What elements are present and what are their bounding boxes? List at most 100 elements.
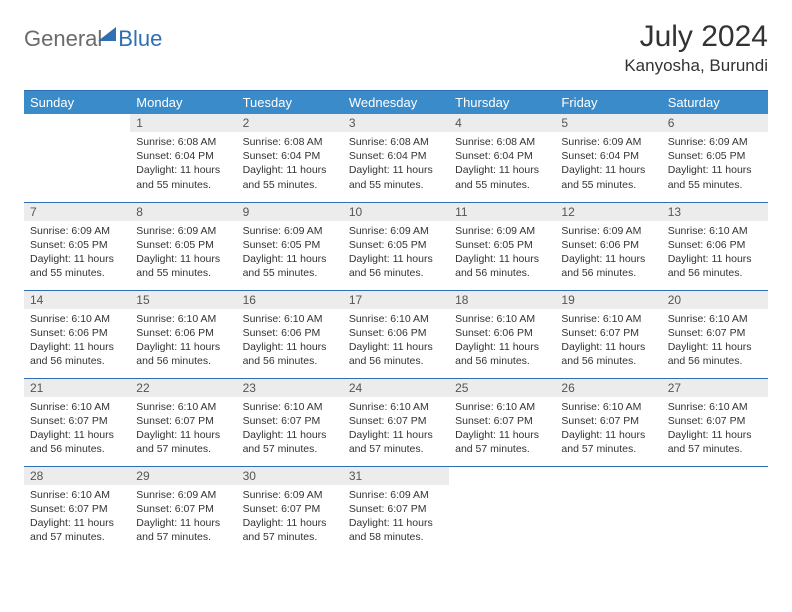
day-details: Sunrise: 6:10 AMSunset: 6:07 PMDaylight:…: [555, 397, 661, 463]
day-details: Sunrise: 6:09 AMSunset: 6:05 PMDaylight:…: [24, 221, 130, 287]
sunrise-text: Sunrise: 6:09 AM: [349, 488, 443, 502]
sunrise-text: Sunrise: 6:10 AM: [561, 312, 655, 326]
day-details: Sunrise: 6:10 AMSunset: 6:07 PMDaylight:…: [237, 397, 343, 463]
day-details: Sunrise: 6:09 AMSunset: 6:07 PMDaylight:…: [130, 485, 236, 551]
calendar-day-cell: 20Sunrise: 6:10 AMSunset: 6:07 PMDayligh…: [662, 290, 768, 378]
calendar-day-cell: 5Sunrise: 6:09 AMSunset: 6:04 PMDaylight…: [555, 114, 661, 202]
day-details: Sunrise: 6:09 AMSunset: 6:06 PMDaylight:…: [555, 221, 661, 287]
calendar-day-cell: 17Sunrise: 6:10 AMSunset: 6:06 PMDayligh…: [343, 290, 449, 378]
day-details: Sunrise: 6:10 AMSunset: 6:06 PMDaylight:…: [449, 309, 555, 375]
day-details: Sunrise: 6:10 AMSunset: 6:07 PMDaylight:…: [555, 309, 661, 375]
calendar-day-cell: 27Sunrise: 6:10 AMSunset: 6:07 PMDayligh…: [662, 378, 768, 466]
sunrise-text: Sunrise: 6:09 AM: [455, 224, 549, 238]
day-number: 21: [24, 379, 130, 397]
sunrise-text: Sunrise: 6:10 AM: [668, 224, 762, 238]
calendar-day-cell: 8Sunrise: 6:09 AMSunset: 6:05 PMDaylight…: [130, 202, 236, 290]
sunset-text: Sunset: 6:07 PM: [30, 414, 124, 428]
daylight-text: Daylight: 11 hours and 56 minutes.: [455, 340, 549, 368]
day-number: 27: [662, 379, 768, 397]
sunset-text: Sunset: 6:07 PM: [668, 414, 762, 428]
weekday-header: Sunday: [24, 91, 130, 115]
calendar-day-cell: 14Sunrise: 6:10 AMSunset: 6:06 PMDayligh…: [24, 290, 130, 378]
calendar-day-cell: 28Sunrise: 6:10 AMSunset: 6:07 PMDayligh…: [24, 466, 130, 554]
calendar-day-cell: 1Sunrise: 6:08 AMSunset: 6:04 PMDaylight…: [130, 114, 236, 202]
sunrise-text: Sunrise: 6:10 AM: [455, 312, 549, 326]
sunset-text: Sunset: 6:07 PM: [455, 414, 549, 428]
day-details: Sunrise: 6:08 AMSunset: 6:04 PMDaylight:…: [343, 132, 449, 198]
daylight-text: Daylight: 11 hours and 56 minutes.: [30, 340, 124, 368]
sunset-text: Sunset: 6:07 PM: [243, 414, 337, 428]
day-details: Sunrise: 6:10 AMSunset: 6:07 PMDaylight:…: [343, 397, 449, 463]
sunrise-text: Sunrise: 6:09 AM: [349, 224, 443, 238]
sunset-text: Sunset: 6:07 PM: [668, 326, 762, 340]
sunset-text: Sunset: 6:07 PM: [349, 502, 443, 516]
logo-triangle-icon: [98, 27, 116, 41]
sunset-text: Sunset: 6:06 PM: [136, 326, 230, 340]
calendar-week-row: 28Sunrise: 6:10 AMSunset: 6:07 PMDayligh…: [24, 466, 768, 554]
day-details: Sunrise: 6:10 AMSunset: 6:06 PMDaylight:…: [662, 221, 768, 287]
day-number: 5: [555, 114, 661, 132]
day-details: Sunrise: 6:09 AMSunset: 6:05 PMDaylight:…: [662, 132, 768, 198]
sunrise-text: Sunrise: 6:10 AM: [349, 312, 443, 326]
daylight-text: Daylight: 11 hours and 55 minutes.: [349, 163, 443, 191]
day-details: Sunrise: 6:10 AMSunset: 6:07 PMDaylight:…: [662, 309, 768, 375]
sunset-text: Sunset: 6:07 PM: [349, 414, 443, 428]
day-details: Sunrise: 6:09 AMSunset: 6:05 PMDaylight:…: [449, 221, 555, 287]
weekday-header: Wednesday: [343, 91, 449, 115]
logo-text-blue: Blue: [118, 26, 162, 52]
sunrise-text: Sunrise: 6:09 AM: [243, 488, 337, 502]
sunrise-text: Sunrise: 6:09 AM: [668, 135, 762, 149]
sunrise-text: Sunrise: 6:08 AM: [349, 135, 443, 149]
day-number: 10: [343, 203, 449, 221]
day-details: Sunrise: 6:09 AMSunset: 6:07 PMDaylight:…: [343, 485, 449, 551]
daylight-text: Daylight: 11 hours and 56 minutes.: [561, 252, 655, 280]
day-number: 16: [237, 291, 343, 309]
day-number: 7: [24, 203, 130, 221]
calendar-day-cell: 7Sunrise: 6:09 AMSunset: 6:05 PMDaylight…: [24, 202, 130, 290]
calendar-day-cell: 11Sunrise: 6:09 AMSunset: 6:05 PMDayligh…: [449, 202, 555, 290]
calendar-day-cell: 15Sunrise: 6:10 AMSunset: 6:06 PMDayligh…: [130, 290, 236, 378]
weekday-header: Friday: [555, 91, 661, 115]
sunset-text: Sunset: 6:07 PM: [136, 502, 230, 516]
sunset-text: Sunset: 6:05 PM: [136, 238, 230, 252]
day-number: 23: [237, 379, 343, 397]
sunset-text: Sunset: 6:06 PM: [243, 326, 337, 340]
sunrise-text: Sunrise: 6:10 AM: [668, 312, 762, 326]
daylight-text: Daylight: 11 hours and 57 minutes.: [136, 516, 230, 544]
sunset-text: Sunset: 6:07 PM: [136, 414, 230, 428]
sunrise-text: Sunrise: 6:09 AM: [30, 224, 124, 238]
calendar-day-cell: 4Sunrise: 6:08 AMSunset: 6:04 PMDaylight…: [449, 114, 555, 202]
daylight-text: Daylight: 11 hours and 56 minutes.: [455, 252, 549, 280]
calendar-day-cell: 26Sunrise: 6:10 AMSunset: 6:07 PMDayligh…: [555, 378, 661, 466]
sunrise-text: Sunrise: 6:10 AM: [136, 400, 230, 414]
calendar-day-cell: 21Sunrise: 6:10 AMSunset: 6:07 PMDayligh…: [24, 378, 130, 466]
day-details: Sunrise: 6:09 AMSunset: 6:07 PMDaylight:…: [237, 485, 343, 551]
daylight-text: Daylight: 11 hours and 56 minutes.: [668, 340, 762, 368]
sunrise-text: Sunrise: 6:09 AM: [243, 224, 337, 238]
sunrise-text: Sunrise: 6:09 AM: [136, 224, 230, 238]
calendar-day-cell: 18Sunrise: 6:10 AMSunset: 6:06 PMDayligh…: [449, 290, 555, 378]
calendar-day-cell: 19Sunrise: 6:10 AMSunset: 6:07 PMDayligh…: [555, 290, 661, 378]
daylight-text: Daylight: 11 hours and 57 minutes.: [668, 428, 762, 456]
day-details: Sunrise: 6:10 AMSunset: 6:07 PMDaylight:…: [24, 485, 130, 551]
day-number: 15: [130, 291, 236, 309]
sunset-text: Sunset: 6:04 PM: [349, 149, 443, 163]
sunset-text: Sunset: 6:06 PM: [30, 326, 124, 340]
day-details: Sunrise: 6:10 AMSunset: 6:07 PMDaylight:…: [449, 397, 555, 463]
weekday-header-row: Sunday Monday Tuesday Wednesday Thursday…: [24, 91, 768, 115]
daylight-text: Daylight: 11 hours and 57 minutes.: [455, 428, 549, 456]
weekday-header: Saturday: [662, 91, 768, 115]
sunrise-text: Sunrise: 6:10 AM: [30, 312, 124, 326]
sunset-text: Sunset: 6:05 PM: [30, 238, 124, 252]
daylight-text: Daylight: 11 hours and 57 minutes.: [243, 428, 337, 456]
day-number: 20: [662, 291, 768, 309]
calendar-day-cell: 31Sunrise: 6:09 AMSunset: 6:07 PMDayligh…: [343, 466, 449, 554]
calendar-day-cell: 30Sunrise: 6:09 AMSunset: 6:07 PMDayligh…: [237, 466, 343, 554]
daylight-text: Daylight: 11 hours and 57 minutes.: [136, 428, 230, 456]
weekday-header: Tuesday: [237, 91, 343, 115]
day-number: 1: [130, 114, 236, 132]
calendar-week-row: 1 Sunrise: 6:08 AMSunset: 6:04 PMDaylight…: [24, 114, 768, 202]
sunset-text: Sunset: 6:06 PM: [349, 326, 443, 340]
calendar-week-row: 21Sunrise: 6:10 AMSunset: 6:07 PMDayligh…: [24, 378, 768, 466]
calendar-week-row: 14Sunrise: 6:10 AMSunset: 6:06 PMDayligh…: [24, 290, 768, 378]
